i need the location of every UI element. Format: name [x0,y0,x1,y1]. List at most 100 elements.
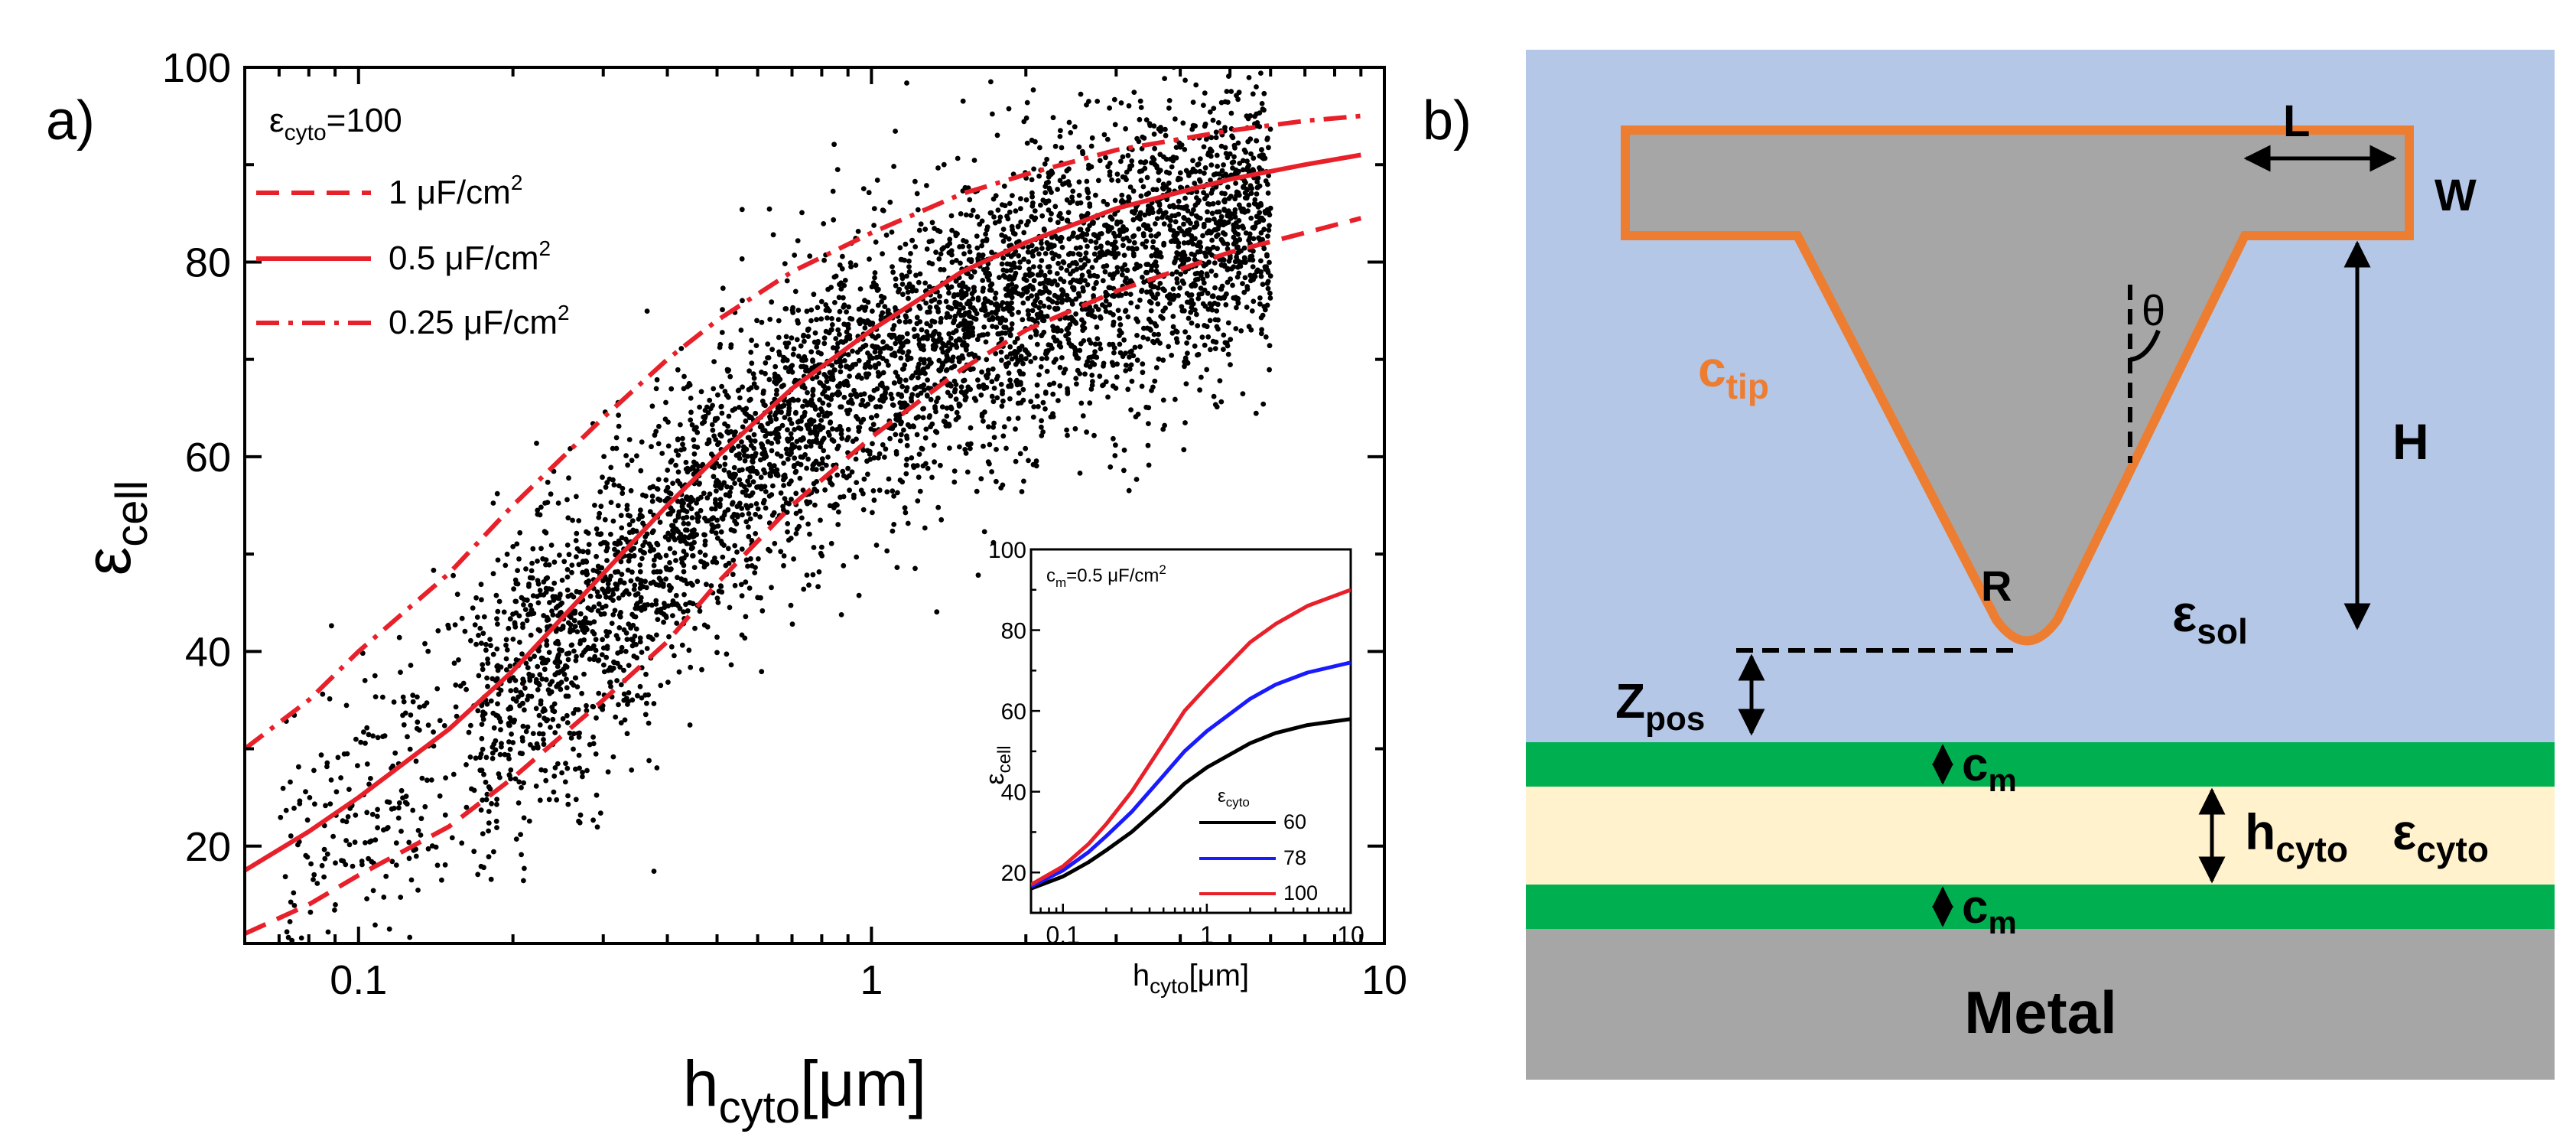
scatter-point [1241,255,1247,261]
scatter-point [856,592,862,598]
scatter-point [417,704,422,710]
scatter-point [795,354,802,359]
scatter-point [745,454,750,459]
scatter-point [1039,246,1045,251]
scatter-point [603,594,609,600]
scatter-point [923,426,929,432]
scatter-point [1057,210,1063,217]
scatter-point [769,448,775,454]
scatter-point [538,767,545,773]
scatter-point [1234,189,1240,195]
scatter-point [1134,215,1140,220]
scatter-point [527,656,533,662]
scatter-point [685,465,691,471]
scatter-point [806,438,812,445]
scatter-point [580,774,585,780]
scatter-point [537,588,543,593]
scatter-point [638,507,643,513]
scatter-point [1111,350,1117,356]
scatter-point [904,273,909,279]
scatter-point [396,800,402,806]
scatter-point [508,688,514,693]
scatter-point [844,408,850,413]
scatter-point [781,460,786,466]
scatter-point [838,286,844,292]
scatter-point [655,608,661,613]
scatter-point [985,371,991,377]
scatter-point [899,350,906,355]
scatter-point [667,546,673,552]
scatter-point [697,608,703,614]
scatter-point [1213,129,1219,135]
scatter-point [1129,378,1135,384]
scatter-point [821,372,828,377]
scatter-point [1182,77,1188,83]
scatter-point [1267,223,1272,229]
scatter-point [627,513,633,519]
scatter-point [1181,206,1187,211]
scatter-point [956,336,962,342]
scatter-point [343,838,349,843]
scatter-point [681,520,687,526]
scatter-point [938,516,945,523]
scatter-point [1014,350,1020,355]
scatter-point [1150,210,1156,215]
scatter-point [1122,279,1128,285]
scatter-point [990,399,997,405]
scatter-point [596,601,602,607]
scatter-point [1168,217,1173,223]
scatter-point [997,317,1003,322]
scatter-point [1210,338,1216,344]
scatter-point [1095,178,1101,184]
scatter-point [1173,116,1178,122]
scatter-point [821,221,827,226]
scatter-point [919,327,925,333]
scatter-point [1156,126,1162,132]
scatter-point [812,486,818,492]
scatter-point [704,582,709,588]
scatter-point [513,836,519,842]
scatter-point [1037,272,1043,278]
scatter-point [478,640,484,646]
scatter-point [1146,421,1151,426]
scatter-point [785,521,791,526]
scatter-point [1174,280,1180,285]
scatter-point [369,1023,375,1028]
scatter-point [364,761,370,767]
scatter-point [631,641,637,647]
scatter-point [704,495,711,501]
scatter-point [407,746,413,752]
scatter-point [885,310,891,315]
scatter-point [717,463,723,469]
scatter-point [1103,155,1108,161]
scatter-point [333,860,338,866]
scatter-point [737,395,743,401]
scatter-point [1170,203,1176,208]
scatter-point [1235,244,1241,250]
scatter-point [1151,331,1157,337]
scatter-point [739,207,745,213]
scatter-point [603,548,610,554]
scatter-point [1161,221,1167,226]
scatter-point [1229,266,1234,272]
scatter-point [287,919,293,924]
scatter-point [335,754,341,761]
scatter-point [651,701,657,706]
scatter-point [1221,219,1227,225]
scatter-point [577,640,583,647]
scatter-point [1057,340,1063,346]
scatter-point [953,327,959,334]
scatter-point [363,740,368,746]
scatter-point [872,363,878,368]
scatter-point [635,692,640,699]
scatter-point [1109,225,1114,231]
scatter-point [519,852,524,858]
scatter-point [1062,367,1068,373]
scatter-point [385,825,391,830]
scatter-point [841,358,847,363]
scatter-point [513,598,519,604]
scatter-point [519,651,525,657]
scatter-point [1232,196,1238,202]
scatter-point [1189,233,1195,239]
scatter-point [1121,468,1127,474]
